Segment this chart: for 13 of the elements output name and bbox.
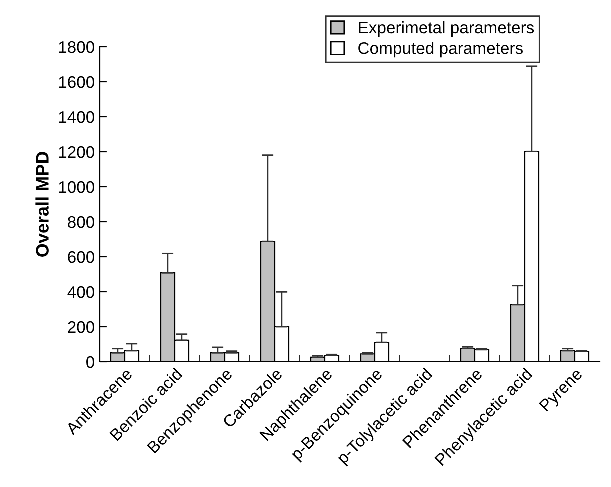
legend-label: Experimetal parameters bbox=[359, 21, 534, 37]
legend-label: Computed parameters bbox=[358, 42, 523, 58]
y-tick-label: 1800 bbox=[59, 41, 94, 54]
y-tick-label: 200 bbox=[68, 321, 94, 334]
y-tick-label: 0 bbox=[86, 356, 94, 368]
y-tick-label: 1600 bbox=[59, 76, 94, 88]
y-tick-label: 600 bbox=[68, 251, 94, 264]
y-tick-label: 1000 bbox=[59, 181, 94, 194]
y-axis-title: Overall MPD bbox=[36, 152, 49, 257]
y-tick-label: 400 bbox=[68, 286, 94, 298]
y-tick-label: 1200 bbox=[59, 146, 94, 158]
y-tick-label: 1400 bbox=[59, 111, 94, 124]
y-tick-label: 800 bbox=[68, 216, 94, 228]
